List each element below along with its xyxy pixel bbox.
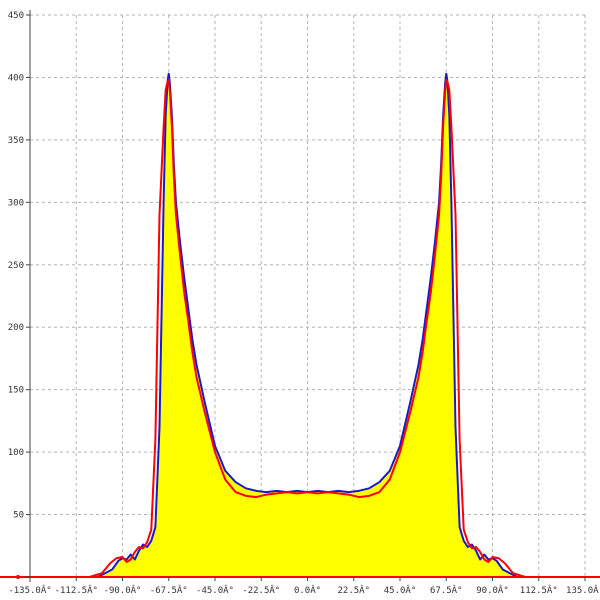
x-tick-label: -112.5Â° [55, 584, 98, 596]
x-tick-label: -45.0Â° [196, 584, 234, 596]
y-tick-label: 250 [8, 261, 24, 271]
x-tick-label: -135.0Â° [8, 584, 51, 596]
origin-marker [16, 575, 20, 579]
y-tick-label: 150 [8, 386, 24, 396]
area-fill [30, 73, 585, 577]
fill-area [30, 73, 585, 577]
x-tick-label: 22.5Â° [337, 584, 370, 596]
x-tick-label: 45.0Â° [384, 584, 417, 596]
x-tick-label: 0.0Â° [294, 584, 321, 596]
x-tick-label: -67.5Â° [150, 584, 188, 596]
y-tick-label: 200 [8, 323, 24, 333]
axes [0, 10, 600, 582]
y-tick-label: 300 [8, 198, 24, 208]
x-tick-label: -90.0Â° [104, 584, 142, 596]
x-tick-label: 90.0Â° [476, 584, 509, 596]
series-line-red [30, 78, 585, 578]
x-tick-label: 135.0Â° [566, 584, 600, 596]
x-tick-label: 67.5Â° [430, 584, 463, 596]
x-tick-label: -22.5Â° [242, 584, 280, 596]
y-tick-label: 50 [13, 511, 24, 521]
x-tick-label: 112.5Â° [520, 584, 558, 596]
y-tick-label: 450 [8, 11, 24, 21]
y-tick-label: 350 [8, 136, 24, 146]
y-tick-label: 400 [8, 73, 24, 83]
y-tick-label: 100 [8, 448, 24, 458]
tick-labels: 501001502002503003504004500-135.0Â°-112.… [8, 11, 600, 596]
series-lines [30, 72, 585, 578]
